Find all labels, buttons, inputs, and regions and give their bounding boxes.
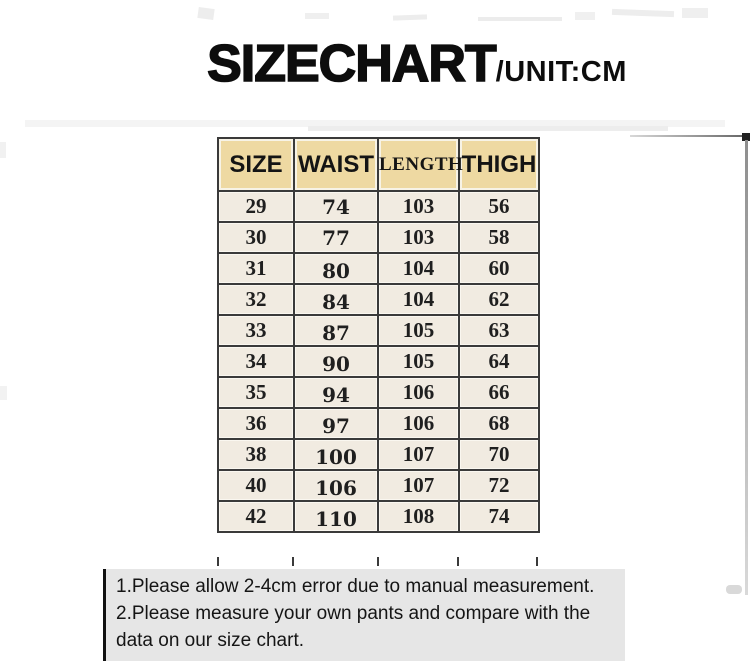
- table-cell: 103: [377, 221, 460, 254]
- table-cell: 58: [458, 221, 540, 254]
- table-cell: 105: [377, 345, 460, 378]
- table-border-stub: [292, 557, 294, 566]
- scan-artifact: [630, 135, 742, 137]
- scan-artifact: [726, 585, 742, 594]
- table-cell: 105: [377, 314, 460, 347]
- table-cell: 107: [377, 469, 460, 502]
- table-cell: 94: [293, 376, 379, 409]
- table-cell: 103: [377, 190, 460, 223]
- table-row: 42 110 108 74: [217, 500, 540, 533]
- scan-artifact: [478, 17, 562, 21]
- table-cell: 56: [458, 190, 540, 223]
- table-cell: 38: [217, 438, 295, 471]
- column-header-size: SIZE: [217, 137, 295, 192]
- table-row: 29 74 103 56: [217, 190, 540, 223]
- table-cell: 35: [217, 376, 295, 409]
- table-cell: 31: [217, 252, 295, 285]
- table-cell: 34: [217, 345, 295, 378]
- scan-artifact: [305, 13, 329, 19]
- table-cell: 107: [377, 438, 460, 471]
- scan-artifact: [682, 8, 708, 18]
- table-cell: 84: [293, 283, 379, 316]
- column-header-length: LENGTH: [377, 137, 463, 192]
- scan-artifact: [392, 14, 428, 21]
- table-cell: 62: [458, 283, 540, 316]
- table-cell: 63: [458, 314, 540, 347]
- table-cell: 30: [217, 221, 295, 254]
- note-line-1: 1.Please allow 2-4cm error due to manual…: [116, 576, 595, 597]
- column-header-thigh: THIGH: [458, 137, 540, 192]
- table-cell: 90: [293, 345, 379, 378]
- table-row: 35 94 106 66: [217, 376, 540, 409]
- scan-artifact: [197, 6, 215, 21]
- note-line-2: 2.Please measure your own pants and comp…: [116, 603, 591, 651]
- table-cell: 106: [293, 469, 379, 502]
- table-row: 31 80 104 60: [217, 252, 540, 285]
- column-header-waist: WAIST: [293, 137, 379, 192]
- table-cell: 66: [458, 376, 540, 409]
- table-cell: 29: [217, 190, 295, 223]
- table-row: 33 87 105 63: [217, 314, 540, 347]
- table-cell: 80: [293, 252, 379, 285]
- table-row: 32 84 104 62: [217, 283, 540, 316]
- table-cell: 42: [217, 500, 295, 533]
- table-cell: 97: [293, 407, 379, 440]
- table-cell: 32: [217, 283, 295, 316]
- table-cell: 104: [377, 252, 460, 285]
- table-border-stub: [457, 557, 459, 566]
- table-cell: 60: [458, 252, 540, 285]
- table-row: 40 106 107 72: [217, 469, 540, 502]
- table-cell: 74: [293, 190, 379, 223]
- table-cell: 104: [377, 283, 460, 316]
- table-border-stub: [536, 557, 538, 566]
- table-cell: 33: [217, 314, 295, 347]
- scan-artifact: [0, 142, 6, 158]
- table-cell: 77: [293, 221, 379, 254]
- measurement-notes: 1.Please allow 2-4cm error due to manual…: [103, 569, 625, 661]
- scan-artifact: [745, 140, 748, 595]
- table-cell: 40: [217, 469, 295, 502]
- scan-artifact: [308, 126, 668, 131]
- table-cell: 100: [293, 438, 379, 471]
- size-table: SIZE WAIST LENGTH THIGH 29 74 103 56 30 77 103 58 3…: [217, 137, 540, 533]
- table-cell: 110: [293, 500, 379, 533]
- scan-artifact: [611, 8, 675, 18]
- scan-artifact: [25, 120, 725, 127]
- table-row: 34 90 105 64: [217, 345, 540, 378]
- scan-artifact: [742, 133, 750, 141]
- table-cell: 108: [377, 500, 460, 533]
- table-cell: 87: [293, 314, 379, 347]
- table-cell: 64: [458, 345, 540, 378]
- table-cell: 68: [458, 407, 540, 440]
- title-text: SIZECHART: [206, 34, 497, 94]
- scan-artifact: [575, 12, 595, 20]
- table-header-row: SIZE WAIST LENGTH THIGH: [217, 137, 540, 192]
- table-cell: 106: [377, 407, 460, 440]
- table-cell: 72: [458, 469, 540, 502]
- table-cell: 36: [217, 407, 295, 440]
- table-cell: 106: [377, 376, 460, 409]
- table-cell: 74: [458, 500, 540, 533]
- table-row: 38 100 107 70: [217, 438, 540, 471]
- table-border-stub: [377, 557, 379, 566]
- scan-artifact: [0, 386, 7, 400]
- table-row: 36 97 106 68: [217, 407, 540, 440]
- table-border-stub: [217, 557, 219, 566]
- table-cell: 70: [458, 438, 540, 471]
- table-row: 30 77 103 58: [217, 221, 540, 254]
- page-title: SIZECHART/UNIT:CM: [42, 34, 750, 94]
- unit-text: /UNIT:CM: [495, 56, 627, 88]
